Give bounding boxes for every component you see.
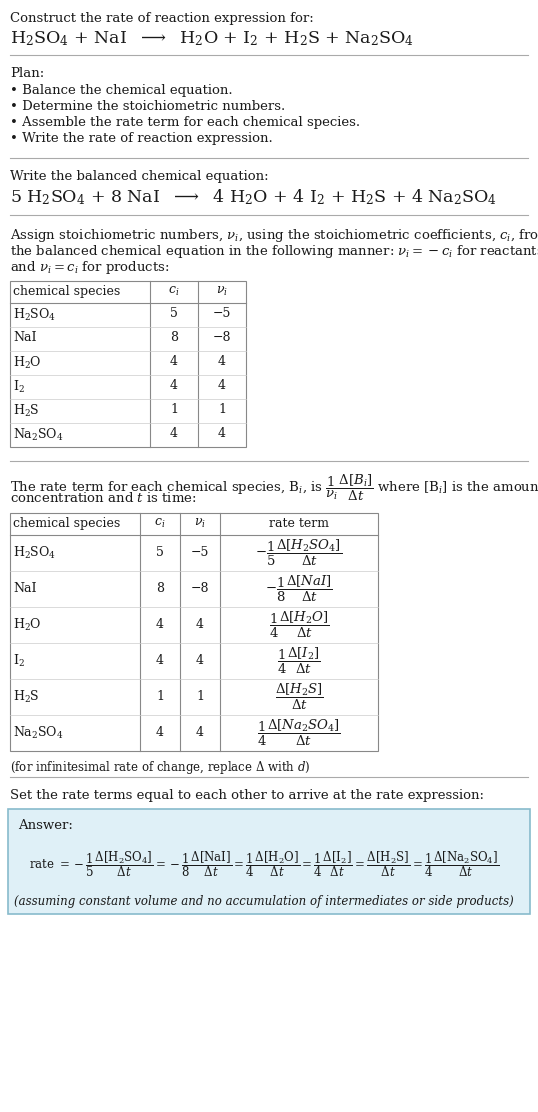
Text: the balanced chemical equation in the following manner: $\nu_i = -c_i$ for react: the balanced chemical equation in the fo… — [10, 244, 538, 260]
Text: 1: 1 — [196, 691, 204, 704]
Text: 1: 1 — [170, 403, 178, 416]
Text: $\mathrm{H_2O}$: $\mathrm{H_2O}$ — [13, 617, 41, 633]
Text: Construct the rate of reaction expression for:: Construct the rate of reaction expressio… — [10, 12, 314, 24]
Text: The rate term for each chemical species, B$_i$, is $\dfrac{1}{\nu_i}\dfrac{\Delt: The rate term for each chemical species,… — [10, 473, 538, 504]
Text: 1: 1 — [218, 403, 226, 416]
Text: $\mathrm{H_2S}$: $\mathrm{H_2S}$ — [13, 403, 40, 419]
Text: $\mathrm{Na_2SO_4}$: $\mathrm{Na_2SO_4}$ — [13, 427, 63, 443]
Text: 4: 4 — [196, 726, 204, 739]
Text: Plan:: Plan: — [10, 67, 44, 80]
Text: chemical species: chemical species — [13, 517, 121, 530]
Text: • Balance the chemical equation.: • Balance the chemical equation. — [10, 85, 232, 97]
Text: rate $= -\dfrac{1}{5}\dfrac{\Delta[\mathrm{H_2SO_4}]}{\Delta t} = -\dfrac{1}{8}\: rate $= -\dfrac{1}{5}\dfrac{\Delta[\math… — [29, 850, 499, 878]
Text: $\dfrac{1}{4}\dfrac{\Delta[I_2]}{\Delta t}$: $\dfrac{1}{4}\dfrac{\Delta[I_2]}{\Delta … — [277, 646, 321, 676]
Text: and $\nu_i = c_i$ for products:: and $\nu_i = c_i$ for products: — [10, 259, 169, 276]
Bar — [10, 513, 378, 751]
Bar — [8, 810, 530, 914]
Text: • Assemble the rate term for each chemical species.: • Assemble the rate term for each chemic… — [10, 116, 360, 129]
Text: • Write the rate of reaction expression.: • Write the rate of reaction expression. — [10, 132, 273, 145]
Text: −5: −5 — [213, 307, 231, 320]
Text: 4: 4 — [218, 355, 226, 368]
Text: $\mathrm{I_2}$: $\mathrm{I_2}$ — [13, 653, 25, 669]
Text: 5 $\mathrm{H_2SO_4}$ + 8 NaI  $\longrightarrow$  4 $\mathrm{H_2O}$ + 4 $\mathrm{: 5 $\mathrm{H_2SO_4}$ + 8 NaI $\longright… — [10, 187, 497, 207]
Text: 8: 8 — [156, 583, 164, 596]
Text: $\dfrac{1}{4}\dfrac{\Delta[Na_2SO_4]}{\Delta t}$: $\dfrac{1}{4}\dfrac{\Delta[Na_2SO_4]}{\D… — [257, 718, 341, 748]
Text: rate term: rate term — [269, 517, 329, 530]
Text: $\dfrac{\Delta[H_2S]}{\Delta t}$: $\dfrac{\Delta[H_2S]}{\Delta t}$ — [274, 682, 323, 712]
Text: 5: 5 — [156, 546, 164, 559]
Text: $c_i$: $c_i$ — [168, 285, 180, 298]
Text: 4: 4 — [196, 655, 204, 667]
Text: NaI: NaI — [13, 331, 37, 344]
Text: $\mathrm{Na_2SO_4}$: $\mathrm{Na_2SO_4}$ — [13, 725, 63, 741]
Text: concentration and $t$ is time:: concentration and $t$ is time: — [10, 492, 196, 505]
Text: $\dfrac{1}{4}\dfrac{\Delta[H_2O]}{\Delta t}$: $\dfrac{1}{4}\dfrac{\Delta[H_2O]}{\Delta… — [268, 609, 329, 641]
Text: 4: 4 — [170, 355, 178, 368]
Text: Assign stoichiometric numbers, $\nu_i$, using the stoichiometric coefficients, $: Assign stoichiometric numbers, $\nu_i$, … — [10, 227, 538, 244]
Text: Answer:: Answer: — [18, 820, 73, 832]
Text: • Determine the stoichiometric numbers.: • Determine the stoichiometric numbers. — [10, 100, 285, 113]
Text: 4: 4 — [218, 427, 226, 440]
Text: $\mathrm{H_2SO_4}$ + NaI  $\longrightarrow$  $\mathrm{H_2O}$ + $\mathrm{I_2}$ + : $\mathrm{H_2SO_4}$ + NaI $\longrightarro… — [10, 29, 414, 48]
Text: (for infinitesimal rate of change, replace Δ with $d$): (for infinitesimal rate of change, repla… — [10, 759, 310, 776]
Text: Write the balanced chemical equation:: Write the balanced chemical equation: — [10, 170, 268, 183]
Text: $\mathrm{H_2S}$: $\mathrm{H_2S}$ — [13, 689, 40, 705]
Text: $-\dfrac{1}{8}\dfrac{\Delta[NaI]}{\Delta t}$: $-\dfrac{1}{8}\dfrac{\Delta[NaI]}{\Delta… — [265, 574, 333, 604]
Text: $\nu_i$: $\nu_i$ — [216, 285, 228, 298]
Text: $c_i$: $c_i$ — [154, 517, 166, 530]
Text: −8: −8 — [191, 583, 209, 596]
Text: $-\dfrac{1}{5}\dfrac{\Delta[H_2SO_4]}{\Delta t}$: $-\dfrac{1}{5}\dfrac{\Delta[H_2SO_4]}{\D… — [256, 538, 343, 568]
Text: $\mathrm{H_2SO_4}$: $\mathrm{H_2SO_4}$ — [13, 545, 56, 562]
Text: 4: 4 — [218, 379, 226, 393]
Text: −8: −8 — [213, 331, 231, 344]
Bar — [10, 281, 246, 447]
Text: 4: 4 — [156, 618, 164, 632]
Text: −5: −5 — [191, 546, 209, 559]
Text: 1: 1 — [156, 691, 164, 704]
Text: NaI: NaI — [13, 583, 37, 596]
Text: 4: 4 — [196, 618, 204, 632]
Text: chemical species: chemical species — [13, 285, 121, 298]
Text: $\mathrm{I_2}$: $\mathrm{I_2}$ — [13, 379, 25, 395]
Text: 4: 4 — [170, 427, 178, 440]
Text: 8: 8 — [170, 331, 178, 344]
Text: $\mathrm{H_2SO_4}$: $\mathrm{H_2SO_4}$ — [13, 307, 56, 324]
Text: $\mathrm{H_2O}$: $\mathrm{H_2O}$ — [13, 355, 41, 371]
Text: 4: 4 — [170, 379, 178, 393]
Text: $\nu_i$: $\nu_i$ — [194, 517, 206, 530]
Text: (assuming constant volume and no accumulation of intermediates or side products): (assuming constant volume and no accumul… — [14, 895, 514, 909]
Text: 5: 5 — [170, 307, 178, 320]
Text: 4: 4 — [156, 726, 164, 739]
Text: 4: 4 — [156, 655, 164, 667]
Text: Set the rate terms equal to each other to arrive at the rate expression:: Set the rate terms equal to each other t… — [10, 790, 484, 802]
